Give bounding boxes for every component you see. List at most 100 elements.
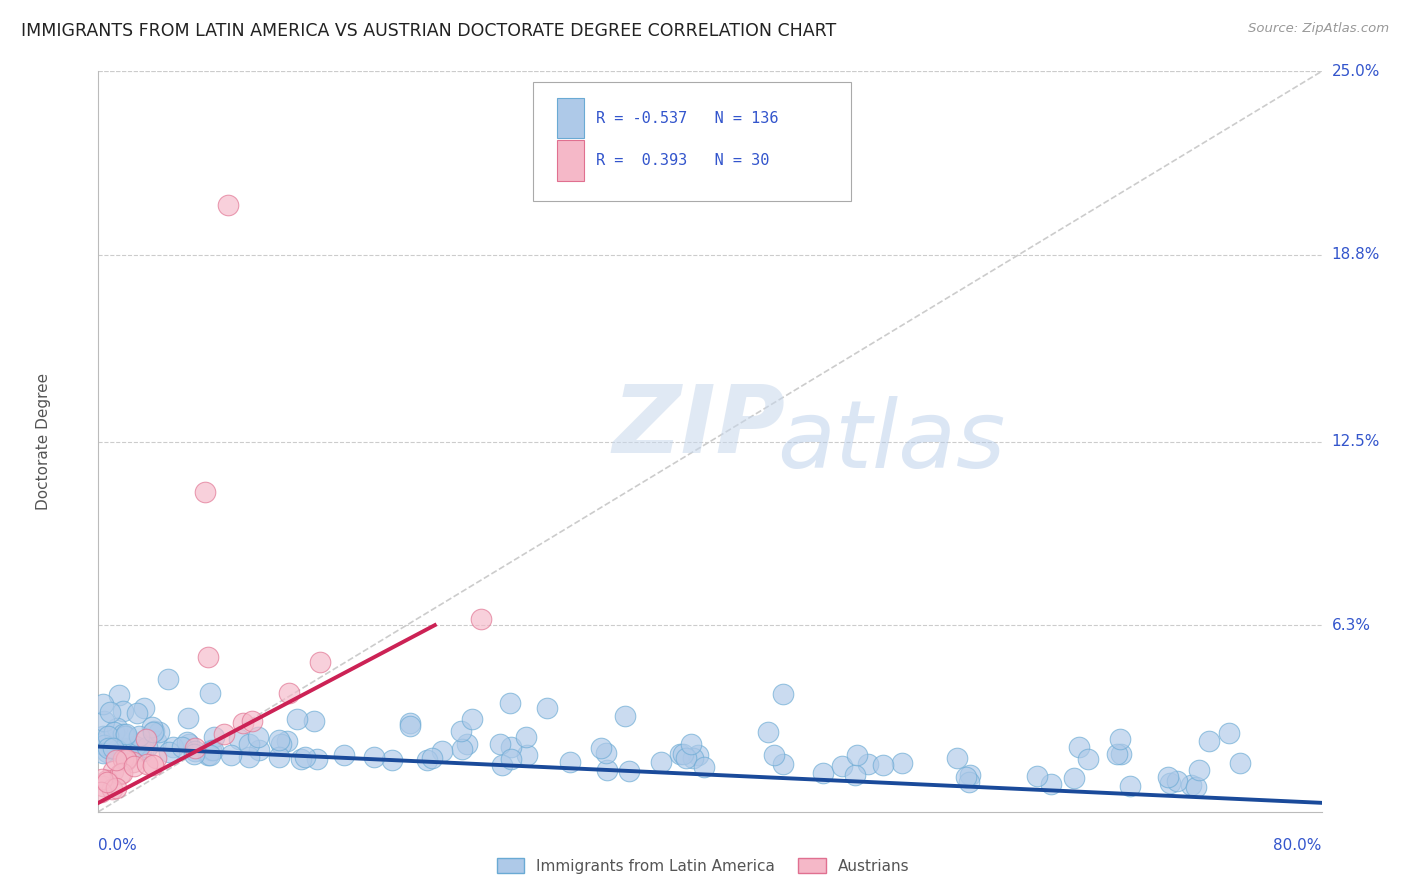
Point: [516, 747, 538, 762]
Point: [831, 759, 853, 773]
Point: [179, 737, 201, 751]
Point: [811, 765, 834, 780]
Point: [891, 756, 914, 770]
Text: Source: ZipAtlas.com: Source: ZipAtlas.com: [1249, 22, 1389, 36]
Point: [142, 758, 165, 772]
Point: [103, 741, 125, 756]
Point: [450, 724, 472, 739]
Point: [108, 741, 131, 756]
Point: [91, 729, 114, 743]
Point: [132, 744, 155, 758]
Point: [451, 742, 474, 756]
Point: [101, 782, 124, 797]
Point: [772, 688, 794, 702]
Point: [112, 727, 135, 741]
Point: [135, 731, 157, 746]
Point: [304, 714, 326, 729]
Point: [1109, 732, 1132, 747]
Point: [228, 731, 250, 746]
Point: [115, 752, 138, 766]
Point: [145, 734, 167, 748]
Text: R =  0.393   N = 30: R = 0.393 N = 30: [596, 153, 769, 168]
Bar: [557, 97, 583, 138]
Point: [142, 725, 165, 739]
Point: [692, 760, 714, 774]
Point: [111, 704, 134, 718]
Point: [93, 714, 115, 728]
Point: [238, 737, 260, 751]
Point: [1077, 752, 1099, 766]
Point: [110, 767, 132, 781]
Point: [129, 742, 152, 756]
Point: [238, 750, 260, 764]
Point: [1063, 772, 1085, 786]
Point: [675, 751, 697, 765]
Point: [198, 686, 221, 700]
Point: [1118, 779, 1140, 793]
Point: [117, 740, 139, 755]
Point: [1105, 747, 1128, 761]
Point: [1218, 726, 1240, 740]
Point: [103, 725, 125, 739]
Point: [184, 743, 207, 757]
Point: [294, 749, 316, 764]
Point: [399, 715, 422, 730]
Point: [1025, 769, 1047, 783]
Point: [91, 746, 114, 760]
Point: [162, 739, 184, 754]
Point: [124, 739, 146, 754]
Point: [763, 747, 786, 762]
Point: [278, 686, 301, 700]
Point: [285, 712, 308, 726]
Point: [114, 729, 136, 743]
Point: [872, 758, 894, 772]
Point: [756, 725, 779, 739]
Point: [110, 742, 132, 756]
Point: [141, 721, 163, 735]
Bar: [557, 140, 583, 180]
Point: [536, 700, 558, 714]
Point: [686, 747, 709, 762]
Point: [132, 701, 155, 715]
Point: [170, 739, 193, 754]
Text: 80.0%: 80.0%: [1274, 838, 1322, 853]
Point: [96, 772, 118, 787]
Text: atlas: atlas: [778, 396, 1005, 487]
Point: [197, 650, 219, 665]
Point: [96, 745, 118, 759]
Point: [333, 747, 356, 762]
Point: [184, 741, 207, 756]
Point: [959, 768, 981, 782]
Point: [1180, 778, 1202, 792]
Point: [198, 747, 221, 762]
Point: [112, 741, 135, 756]
Text: R = -0.537   N = 136: R = -0.537 N = 136: [596, 111, 779, 126]
Point: [103, 764, 125, 779]
Point: [91, 780, 114, 794]
Point: [430, 744, 453, 758]
Point: [93, 739, 115, 753]
Text: 0.0%: 0.0%: [98, 838, 138, 853]
Point: [114, 727, 136, 741]
Point: [1067, 740, 1090, 755]
Point: [679, 737, 702, 751]
Point: [269, 750, 291, 764]
FancyBboxPatch shape: [533, 82, 851, 201]
Point: [202, 730, 225, 744]
Point: [591, 741, 613, 756]
Point: [212, 727, 235, 741]
Point: [183, 747, 205, 762]
Point: [614, 709, 637, 723]
Point: [381, 753, 404, 767]
Point: [946, 751, 969, 765]
Text: 12.5%: 12.5%: [1331, 434, 1379, 449]
Point: [129, 742, 152, 756]
Point: [96, 775, 118, 789]
Point: [1198, 734, 1220, 748]
Point: [1040, 777, 1063, 791]
Text: ZIP: ZIP: [612, 381, 785, 473]
Point: [399, 719, 422, 733]
Point: [136, 756, 159, 771]
Point: [596, 763, 619, 777]
Point: [957, 775, 980, 789]
